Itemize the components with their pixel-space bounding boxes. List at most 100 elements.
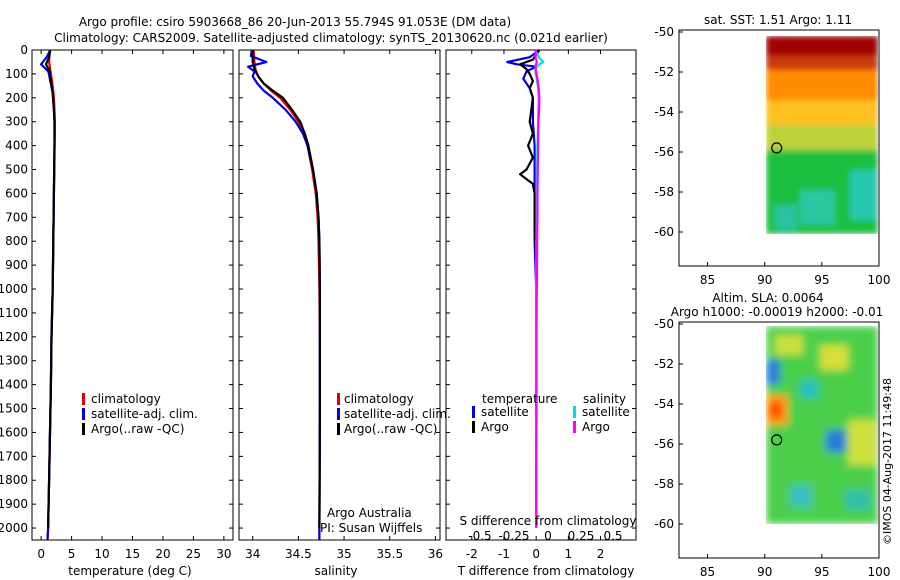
- salinity-legend: climatology satellite-adj. clim. Argo(..…: [320, 392, 451, 535]
- depth-tick-label: 0: [20, 43, 28, 57]
- sla-field: [766, 326, 878, 524]
- legend-label-argo: Argo(..raw -QC): [344, 422, 437, 436]
- sst-hot-band: [766, 36, 878, 56]
- depth-tick-label: 1800: [0, 473, 28, 487]
- depth-tick-label: 700: [5, 210, 28, 224]
- map-x-tick-label: 90: [757, 565, 772, 579]
- sst-map-title: sat. SST: 1.51 Argo: 1.11: [704, 13, 852, 27]
- map-y-tick-label: -56: [654, 437, 674, 451]
- x-tick-label: 2: [597, 547, 605, 561]
- difference-lines: [506, 50, 545, 529]
- sla-low: [800, 380, 818, 398]
- sla-map-title-line1: Altim. SLA: 0.0064: [712, 291, 823, 305]
- sst-cool-patch: [850, 170, 878, 220]
- argo-position-marker: [771, 434, 783, 446]
- salinity-axis-label: salinity: [314, 564, 357, 578]
- depth-tick-label: 1300: [0, 354, 28, 368]
- annotation-argo-australia: Argo Australia: [327, 506, 412, 520]
- depth-tick-label: 200: [5, 91, 28, 105]
- sst-field: [766, 36, 878, 234]
- x-tick-label: -1: [498, 547, 510, 561]
- annotation-pi: PI: Susan Wijffels: [320, 521, 422, 535]
- depth-tick-label: 1000: [0, 282, 28, 296]
- series-line-argo-raw-qc-: [44, 50, 56, 529]
- map-y-tick-label: -52: [654, 65, 674, 79]
- map-y-tick-label: -58: [654, 185, 674, 199]
- depth-tick-label: 1200: [0, 330, 28, 344]
- x-tick-label: 25: [186, 547, 201, 561]
- x-tick-label: -2: [466, 547, 478, 561]
- legend-swatch-argo: [82, 423, 85, 435]
- sla-low: [845, 490, 870, 510]
- sla-high: [775, 335, 803, 355]
- s-tick-label: 0.5: [603, 529, 622, 543]
- map-x-tick-label: 90: [757, 273, 772, 287]
- x-tick-label: 1: [565, 547, 573, 561]
- depth-tick-label: 800: [5, 234, 28, 248]
- difference-panel: [445, 49, 637, 541]
- legend-header-temperature: temperature: [482, 392, 557, 406]
- map-x-tick-label: 95: [814, 565, 829, 579]
- series-line-argo-raw-qc-: [251, 50, 321, 529]
- imos-credit: ©IMOS 04-Aug-2017 11:49:48: [881, 378, 894, 545]
- sst-lime-band: [766, 125, 878, 150]
- legend-swatch-satellite-adj: [337, 408, 340, 420]
- temperature-lines: [39, 50, 56, 540]
- map-y-tick-label: -50: [654, 25, 674, 39]
- legend-label-temp-argo: Argo: [481, 420, 509, 434]
- salinity-panel: [238, 49, 441, 541]
- map-x-tick-label: 85: [700, 565, 715, 579]
- map-y-tick-label: -54: [654, 105, 674, 119]
- depth-tick-label: 1500: [0, 402, 28, 416]
- figure-title-line2: Climatology: CARS2009. Satellite-adjuste…: [54, 31, 608, 45]
- map-y-tick-label: -60: [654, 517, 674, 531]
- map-x-tick-label: 95: [814, 273, 829, 287]
- s-tick-label: -0.5: [468, 529, 491, 543]
- axis-ticks: [32, 49, 636, 540]
- legend-swatch-temp-argo: [472, 421, 475, 433]
- map-x-tick-label: 100: [868, 565, 891, 579]
- x-tick-label: 35: [336, 547, 351, 561]
- map-y-tick-label: -60: [654, 225, 674, 239]
- legend-swatch-argo: [337, 423, 340, 435]
- s-tick-label: 0.25: [568, 529, 595, 543]
- x-tick-label: 15: [125, 547, 140, 561]
- salinity-lines: [247, 50, 321, 540]
- sst-cool-patch: [800, 190, 835, 225]
- depth-tick-label: 1900: [0, 497, 28, 511]
- x-tick-label: 34.5: [285, 547, 312, 561]
- difference-legend: temperature salinity satellite Argo sate…: [460, 392, 637, 543]
- sst-orange-band: [766, 70, 878, 104]
- s-tick-label: -0.25: [498, 529, 529, 543]
- temperature-legend: climatology satellite-adj. clim. Argo(..…: [82, 392, 198, 436]
- legend-label-sal-satellite: satellite: [582, 405, 630, 419]
- map-y-tick-label: -58: [654, 477, 674, 491]
- sla-high: [848, 420, 876, 465]
- x-tick-label: 35.5: [376, 547, 403, 561]
- series-line-salinity-argo: [534, 50, 541, 529]
- x-tick-label: 36: [428, 547, 443, 561]
- x-tick-label: 0: [37, 547, 45, 561]
- legend-swatch-sal-argo: [573, 421, 576, 433]
- depth-tick-label: 400: [5, 139, 28, 153]
- x-tick-label: 0: [532, 547, 540, 561]
- legend-label-climatology: climatology: [344, 392, 414, 406]
- argo-position-marker: [771, 142, 783, 154]
- depth-tick-label: 600: [5, 186, 28, 200]
- sla-low: [826, 430, 846, 452]
- legend-label-satellite-adj: satellite-adj. clim.: [91, 407, 198, 421]
- sst-cool-patch: [775, 205, 797, 230]
- legend-swatch-satellite-adj: [82, 408, 85, 420]
- map-axes: 85 90 95 100 -50 -52 -54 -56 -58 -60 85 90 95 100 -50 -…: [654, 25, 890, 579]
- temperature-axis-label: temperature (deg C): [68, 564, 191, 578]
- temperature-panel: [31, 49, 234, 541]
- legend-swatch-sal-satellite: [573, 406, 576, 418]
- depth-tick-label: 500: [5, 163, 28, 177]
- depth-tick-label: 100: [5, 67, 28, 81]
- depth-tick-label: 1100: [0, 306, 28, 320]
- legend-label-climatology: climatology: [91, 392, 161, 406]
- map-y-tick-label: -56: [654, 145, 674, 159]
- map-y-tick-label: -52: [654, 357, 674, 371]
- map-x-tick-label: 85: [700, 273, 715, 287]
- legend-label-temp-satellite: satellite: [481, 405, 529, 419]
